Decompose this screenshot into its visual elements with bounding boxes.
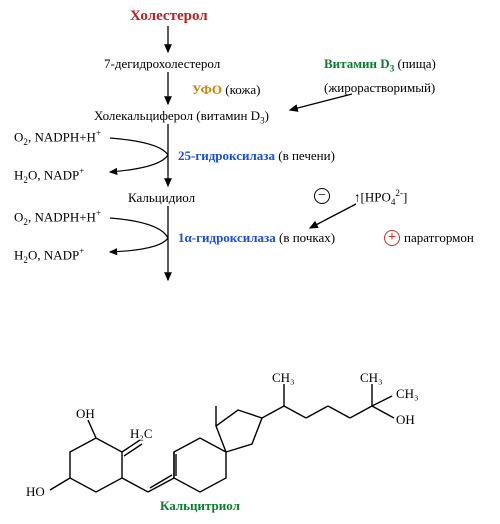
calcitriol-label: Кальцитриол xyxy=(160,498,240,514)
vitd3-text: Витамин D xyxy=(324,56,390,71)
ufo-label: УФО (кожа) xyxy=(192,82,261,98)
chole-tail: ) xyxy=(265,108,269,123)
vitd3-sub: 3 xyxy=(390,64,395,74)
enzyme25-text: 25-гидроксилаза xyxy=(178,148,275,163)
mol-ho-1: HO xyxy=(26,484,45,500)
ufo-text: УФО xyxy=(192,82,222,97)
ufo-note: (кожа) xyxy=(225,82,260,97)
mol-h2c: H₂C xyxy=(130,426,153,442)
enzyme25-note: (в печени) xyxy=(278,148,335,163)
node-7dehydro: 7-дегидрохолестерол xyxy=(104,56,220,72)
mol-oh-ring: OH xyxy=(76,406,95,422)
reagent-1-top: O2, NADPH+H+ xyxy=(14,128,101,147)
mol-oh-term: OH xyxy=(396,412,415,428)
mol-ch3-side1: CH₃ xyxy=(272,370,295,386)
minus-sign-icon: − xyxy=(314,188,330,204)
enzyme1a-note: (в почках) xyxy=(279,230,335,245)
mol-ch3-term2: CH₃ xyxy=(396,386,419,402)
parathormone-label: паратгормон xyxy=(404,230,474,246)
vitd3-note-bottom: (жирорастворимый) xyxy=(324,80,435,96)
node-cholecalciferol: Холекальциферол (витамин D3) xyxy=(94,108,269,126)
mol-ch3-term1: CH₃ xyxy=(360,370,383,386)
enzyme-25: 25-гидроксилаза (в печени) xyxy=(178,148,335,164)
reagent-1-bot: H2O, NADP+ xyxy=(14,166,84,185)
enzyme-1a: 1α-гидроксилаза (в почках) xyxy=(178,230,335,246)
vitamin-d3-food: Витамин D3 (пища) xyxy=(324,56,436,74)
node-calcidiol: Кальцидиол xyxy=(128,190,195,206)
plus-sign-icon: + xyxy=(384,230,400,246)
vitd3-note-top: (пища) xyxy=(397,56,435,71)
chole-text: Холекальциферол (витамин D xyxy=(94,108,260,123)
hpo4-label: ↑[HPO42-] xyxy=(354,188,407,207)
reagent-2-top: O2, NADPH+H+ xyxy=(14,208,101,227)
reagent-2-bot: H2O, NADP+ xyxy=(14,246,84,265)
title-cholesterol: Холестерол xyxy=(130,8,208,25)
